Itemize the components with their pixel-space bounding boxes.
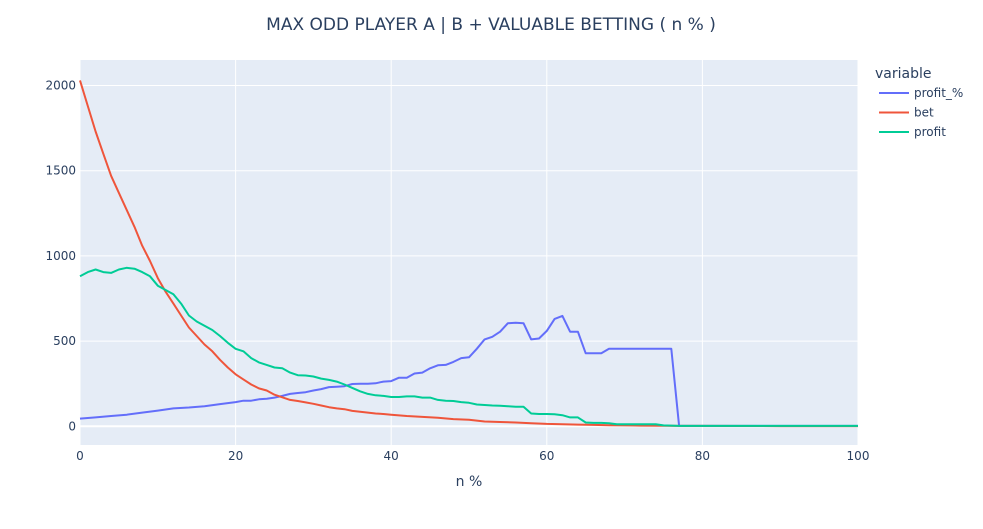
- x-tick-label: 40: [384, 449, 399, 463]
- y-tick-label: 500: [53, 334, 76, 348]
- x-tick-label: 100: [847, 449, 870, 463]
- legend-item[interactable]: profit: [879, 125, 946, 139]
- y-tick-label: 1500: [45, 164, 76, 178]
- legend: variable profit_%bet profit: [875, 66, 963, 139]
- legend-item[interactable]: profit_%: [879, 86, 963, 100]
- series-lines: [79, 80, 858, 428]
- plot-background: [80, 60, 858, 445]
- y-tick-label: 2000: [45, 79, 76, 93]
- x-axis-label: n %: [456, 474, 483, 490]
- series-line-profit: [79, 266, 858, 427]
- x-tick-label: 0: [76, 449, 84, 463]
- x-axis-ticks: 0 20 40 60 80 100: [76, 449, 869, 463]
- x-tick-label: 80: [695, 449, 710, 463]
- legend-label: profit_%: [914, 86, 963, 100]
- series-line-profit: [79, 314, 858, 427]
- legend-title: variable: [875, 66, 931, 82]
- y-tick-label: 0: [68, 419, 76, 433]
- y-axis-ticks: 0 500 1000 1500 2000: [45, 79, 76, 434]
- legend-label: profit: [914, 125, 946, 139]
- legend-item[interactable]: bet: [879, 106, 934, 120]
- x-tick-label: 20: [228, 449, 243, 463]
- legend-label: bet: [914, 106, 934, 120]
- y-tick-label: 1000: [45, 249, 76, 263]
- series-line-bet: [79, 80, 858, 428]
- legend-items: profit_%bet profit: [879, 86, 963, 139]
- chart-title: MAX ODD PLAYER A | B + VALUABLE BETTING …: [266, 15, 716, 35]
- grid-lines: [79, 60, 859, 445]
- x-tick-label: 60: [539, 449, 554, 463]
